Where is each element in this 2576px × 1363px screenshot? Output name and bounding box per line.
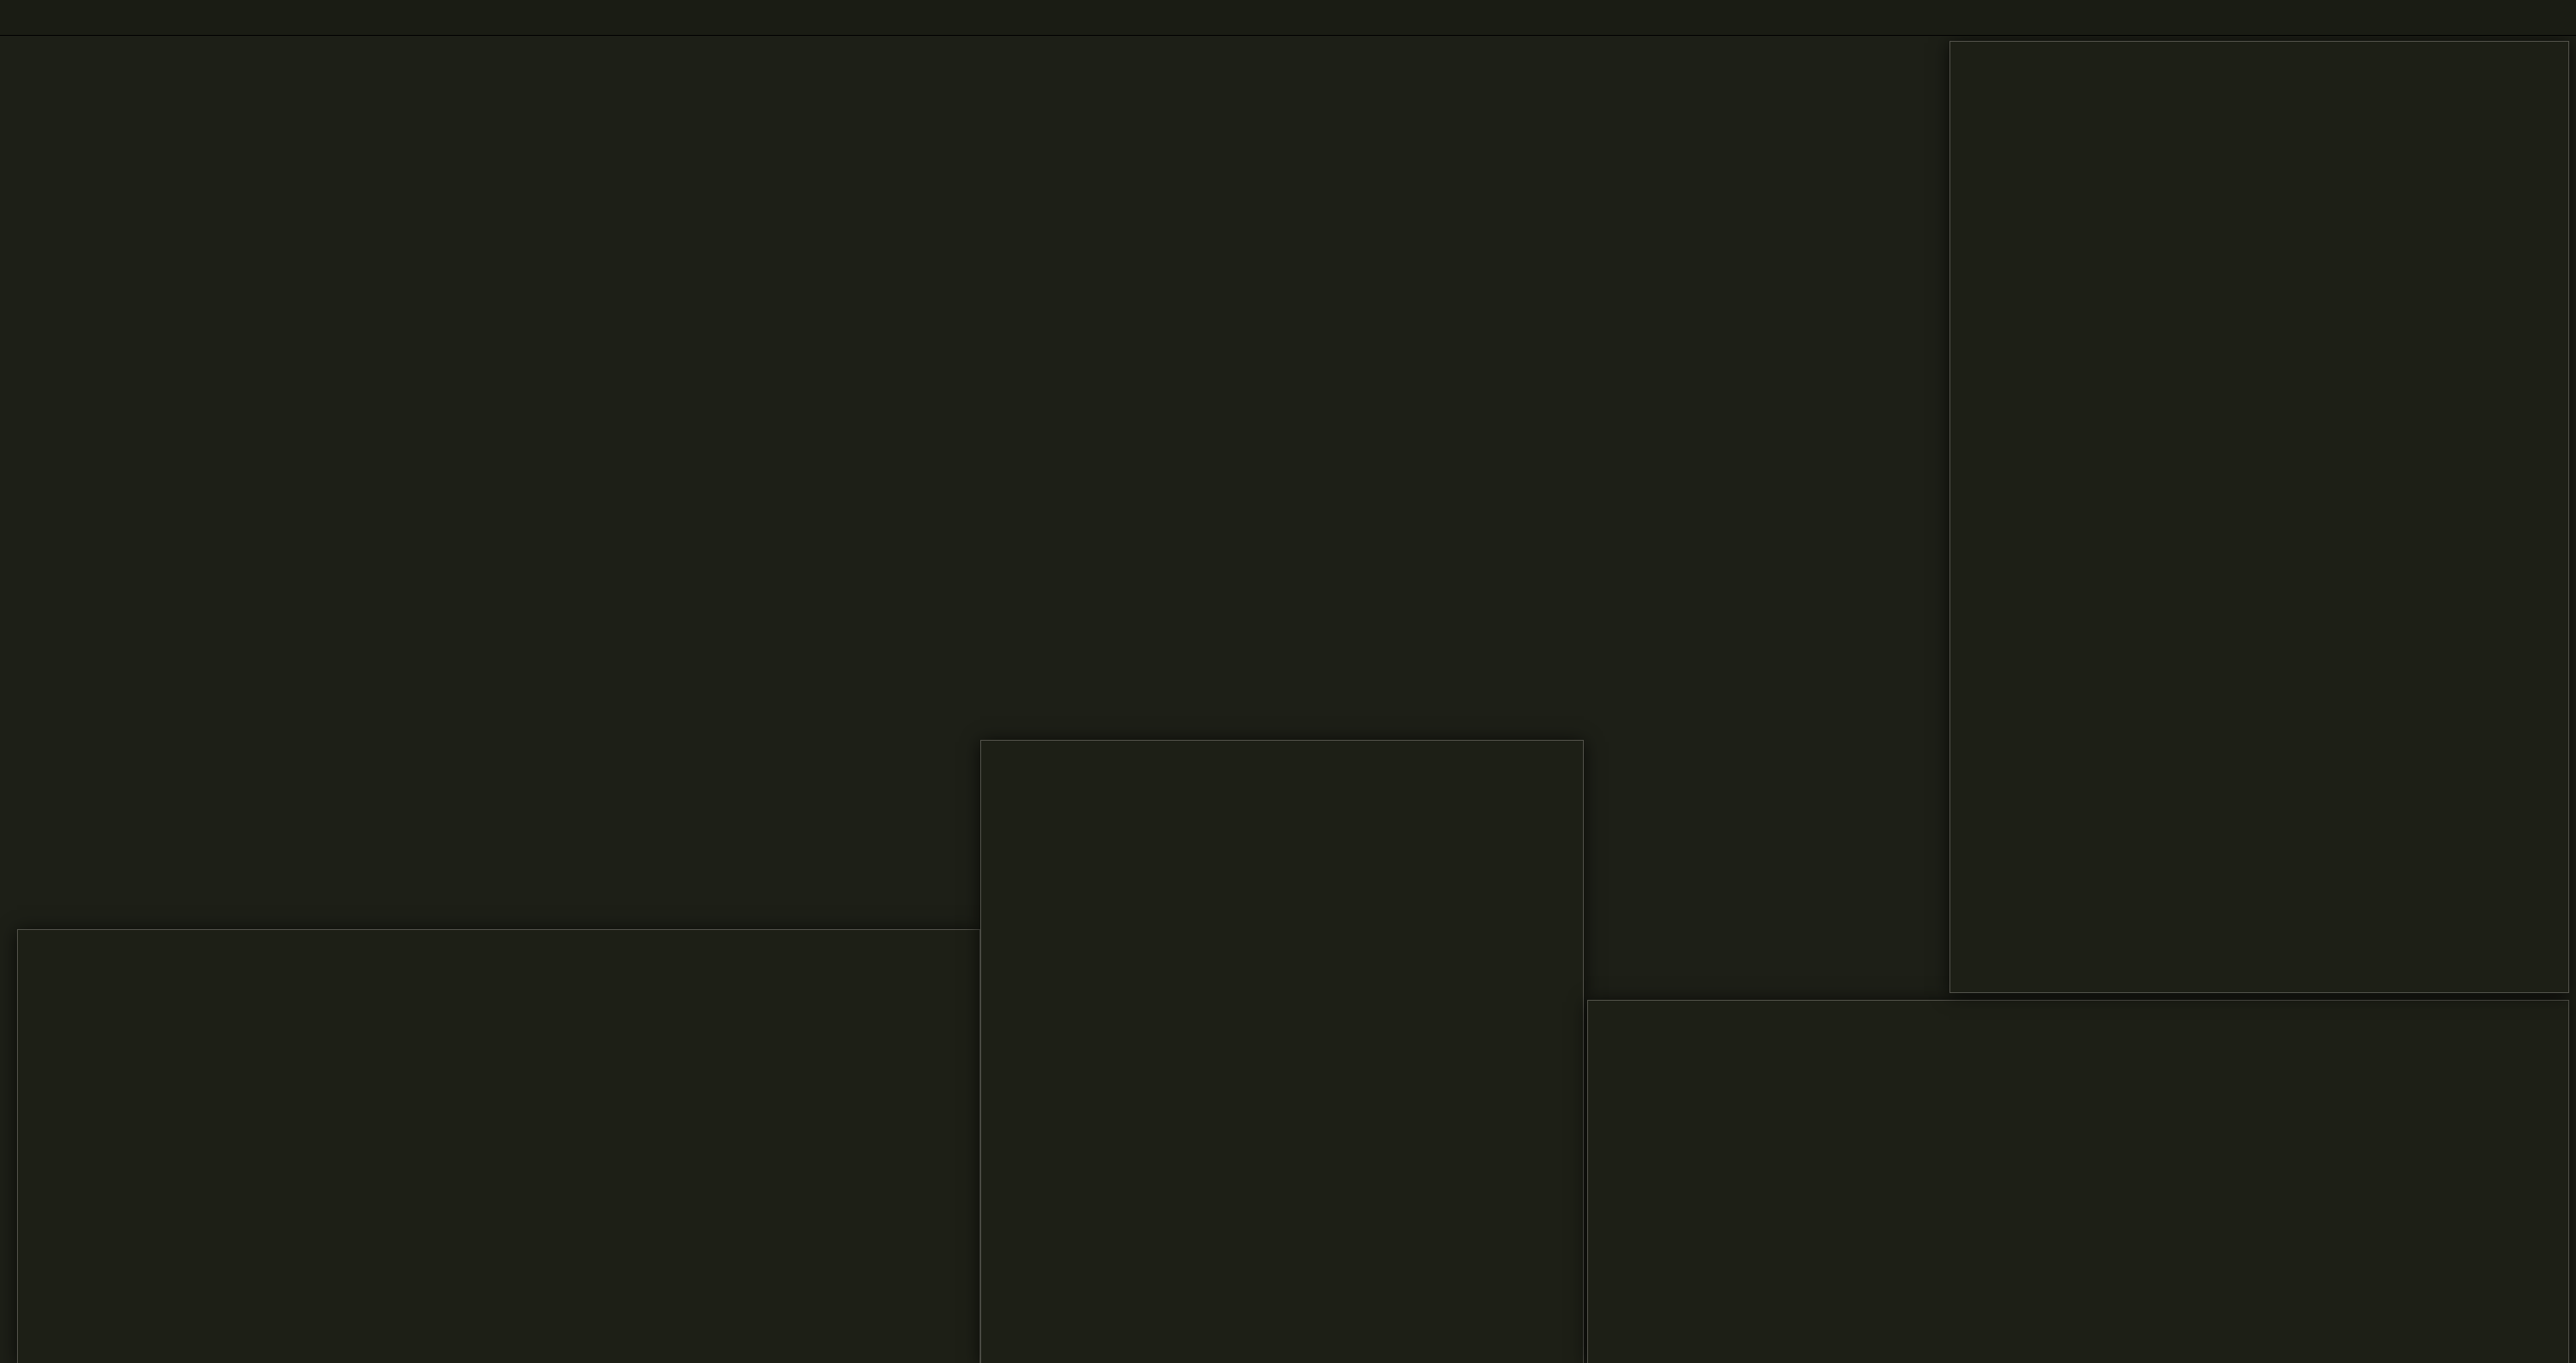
find-zone-panel [1949, 41, 2569, 993]
zone-info-panel [980, 740, 1584, 1363]
tracy-profiler-window [0, 0, 2576, 1363]
statistics-panel [17, 929, 980, 1363]
memory-panel [1587, 1000, 2569, 1363]
main-toolbar [0, 0, 2576, 36]
